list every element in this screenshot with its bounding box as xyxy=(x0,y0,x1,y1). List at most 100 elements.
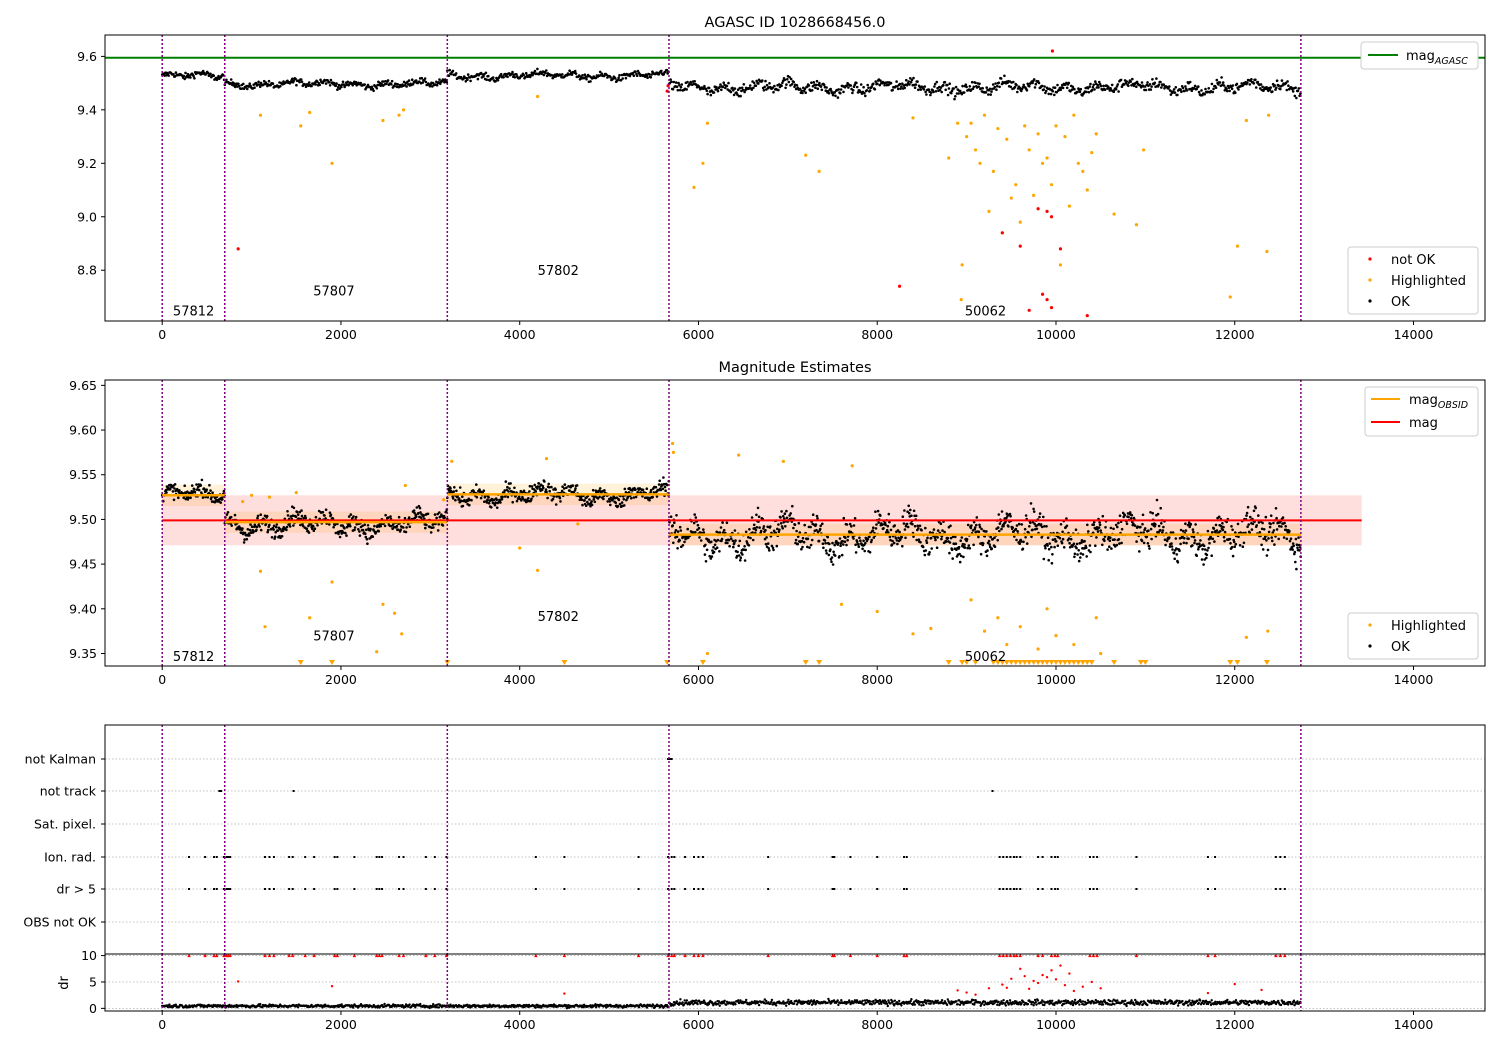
flag-point xyxy=(876,856,879,858)
ok-point xyxy=(649,488,653,492)
out-of-range-marker xyxy=(1003,660,1010,665)
legend-label-mag-obsid: magOBSID xyxy=(1409,393,1468,411)
ok-point xyxy=(855,81,858,85)
ok-point xyxy=(837,541,840,545)
ok-point xyxy=(319,78,322,82)
flag-point xyxy=(1274,888,1277,890)
ok-point xyxy=(1201,547,1204,551)
panel-agasc-title: AGASC ID 1028668456.0 xyxy=(705,15,886,31)
ok-point xyxy=(788,514,791,517)
ok-point xyxy=(1147,544,1151,548)
ok-point xyxy=(1028,525,1031,528)
ok-point xyxy=(1006,515,1009,518)
out-of-range-marker xyxy=(959,660,966,665)
ok-point xyxy=(845,523,849,526)
ok-point xyxy=(824,549,828,552)
ok-point xyxy=(1115,85,1119,88)
ok-point xyxy=(726,541,729,545)
ok-point xyxy=(708,554,711,558)
highlighted-point xyxy=(1112,212,1116,216)
ok-point xyxy=(1188,80,1192,84)
ok-point xyxy=(727,81,730,85)
ok-point xyxy=(252,530,255,533)
ok-point xyxy=(538,485,541,488)
ok-point xyxy=(1017,522,1021,526)
ok-point xyxy=(313,527,317,530)
ok-point xyxy=(437,523,441,526)
flag-point xyxy=(1050,888,1053,890)
ok-point xyxy=(335,82,338,85)
ok-point xyxy=(245,537,249,541)
ok-point xyxy=(855,540,859,544)
panel-magnitude-estimates-frame xyxy=(104,379,1486,667)
ok-point xyxy=(719,83,722,86)
ok-point xyxy=(357,528,360,531)
flag-point xyxy=(998,888,1001,890)
highlighted-point xyxy=(982,113,987,117)
dr-point xyxy=(683,999,686,1002)
ok-point xyxy=(738,539,742,543)
highlighted-point xyxy=(249,493,254,497)
ok-point xyxy=(1053,86,1057,89)
legend-marker-ok xyxy=(1368,644,1372,648)
ok-point xyxy=(1207,87,1210,90)
legend-label-mag-agasc: magAGASC xyxy=(1406,49,1468,67)
ok-point xyxy=(999,77,1003,80)
ok-point xyxy=(432,526,435,529)
ok-point xyxy=(1092,521,1096,524)
ok-point xyxy=(203,488,206,491)
ok-point xyxy=(899,87,902,90)
ok-point xyxy=(248,528,252,532)
ok-point xyxy=(789,512,792,515)
flag-point xyxy=(375,888,378,890)
ok-point xyxy=(1193,541,1196,545)
ok-point xyxy=(1053,537,1057,541)
ok-point xyxy=(1195,554,1198,557)
ok-point xyxy=(1204,87,1207,91)
ok-point xyxy=(1258,531,1262,534)
dr-point xyxy=(807,999,810,1003)
ok-point xyxy=(681,544,685,547)
highlighted-point xyxy=(959,298,963,302)
highlighted-point xyxy=(400,632,404,636)
ok-point xyxy=(1231,84,1235,87)
ok-point xyxy=(1284,525,1287,528)
highlighted-point xyxy=(1036,132,1040,136)
ok-point xyxy=(980,527,983,531)
ok-point xyxy=(500,497,504,501)
flag-point xyxy=(637,856,640,858)
ok-point xyxy=(627,491,631,494)
panel-magnitude-estimates-axes: 0 2000 4000 6000 8000 10000 12000 140009.359.40… xyxy=(69,378,1433,687)
ok-point xyxy=(635,74,639,77)
ok-point xyxy=(1110,547,1113,550)
ok-point xyxy=(618,73,621,77)
ok-point xyxy=(902,522,906,525)
out-of-range-marker xyxy=(699,660,706,665)
ok-point xyxy=(962,555,965,559)
ok-point xyxy=(259,81,263,85)
ok-point xyxy=(1254,78,1257,82)
ok-point xyxy=(963,546,967,549)
ok-point xyxy=(286,510,289,513)
ok-point xyxy=(803,87,807,91)
ok-point xyxy=(972,85,976,89)
ok-point xyxy=(1225,89,1229,93)
ok-point xyxy=(859,539,862,542)
ok-point xyxy=(513,486,516,490)
ok-point xyxy=(897,536,900,540)
ok-point xyxy=(1044,89,1048,93)
ok-point xyxy=(821,542,825,545)
dr-point xyxy=(582,1003,586,1006)
y-tick-label: 9.0 xyxy=(77,209,97,224)
ok-point xyxy=(814,523,818,526)
ok-point xyxy=(733,87,737,90)
ok-point xyxy=(798,531,802,534)
ok-point xyxy=(276,529,280,532)
ok-point xyxy=(1261,85,1264,89)
ok-point xyxy=(1296,546,1299,549)
ok-point xyxy=(1257,521,1261,524)
ok-point xyxy=(1031,520,1035,524)
out-of-range-marker xyxy=(816,660,823,665)
not-ok-point xyxy=(1027,308,1031,312)
ok-point xyxy=(985,530,988,533)
